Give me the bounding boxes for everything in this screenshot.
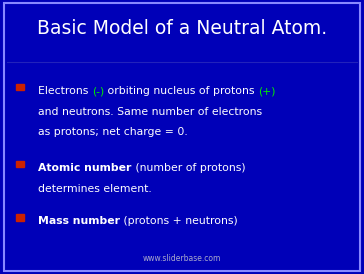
Text: Atomic number: Atomic number: [38, 163, 132, 173]
Text: (+): (+): [258, 86, 276, 96]
Text: (number of protons): (number of protons): [132, 163, 245, 173]
Bar: [16, 215, 24, 221]
Text: Electrons: Electrons: [38, 86, 92, 96]
Bar: [16, 161, 24, 167]
Text: Mass number: Mass number: [38, 216, 120, 226]
Bar: [16, 84, 24, 90]
Text: determines element.: determines element.: [38, 184, 152, 193]
Text: www.sliderbase.com: www.sliderbase.com: [143, 254, 221, 263]
Text: as protons; net charge = 0.: as protons; net charge = 0.: [38, 127, 188, 137]
Text: and neutrons. Same number of electrons: and neutrons. Same number of electrons: [38, 107, 262, 117]
Text: orbiting nucleus of protons: orbiting nucleus of protons: [104, 86, 258, 96]
Text: Basic Model of a Neutral Atom.: Basic Model of a Neutral Atom.: [37, 19, 327, 38]
Text: (-): (-): [92, 86, 104, 96]
Text: (protons + neutrons): (protons + neutrons): [120, 216, 238, 226]
